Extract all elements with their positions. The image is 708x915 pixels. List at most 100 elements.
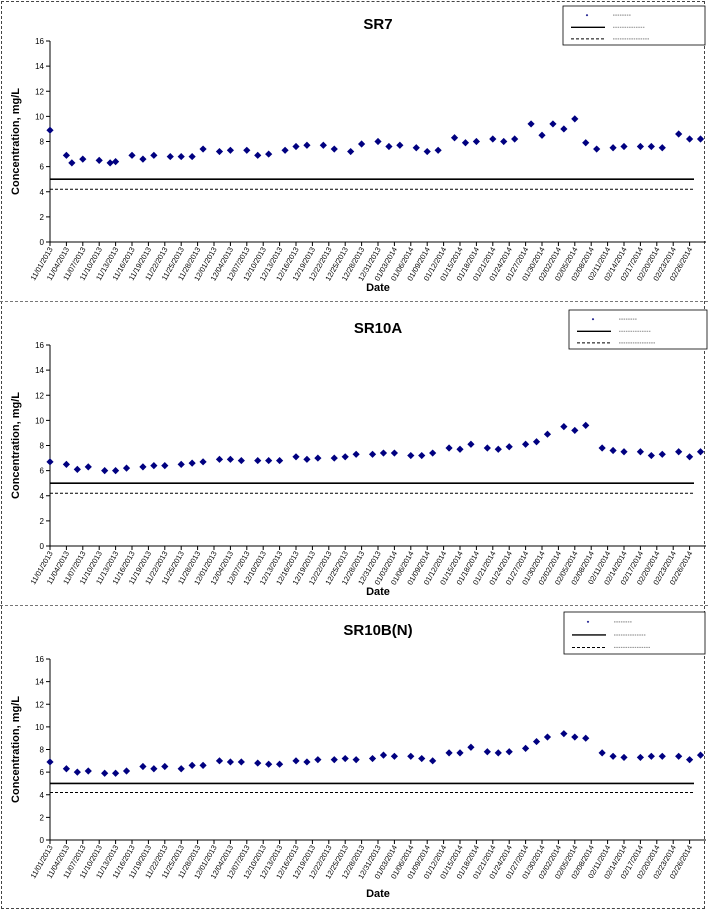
data-point bbox=[112, 769, 120, 777]
data-point bbox=[647, 451, 655, 460]
data-point bbox=[226, 455, 234, 463]
data-point bbox=[560, 730, 568, 738]
data-point bbox=[122, 464, 131, 472]
data-point bbox=[199, 761, 207, 769]
data-point bbox=[188, 761, 196, 769]
y-axis-label: Concentration, mg/L bbox=[10, 696, 22, 803]
data-point bbox=[560, 423, 568, 431]
data-point bbox=[598, 749, 606, 757]
data-point bbox=[675, 130, 683, 138]
y-tick-label: 12 bbox=[35, 87, 44, 96]
y-tick-label: 10 bbox=[35, 112, 44, 121]
legend-marker-symbol bbox=[591, 317, 595, 321]
data-point bbox=[276, 760, 284, 768]
panel-divider bbox=[0, 301, 708, 302]
data-point bbox=[150, 462, 158, 470]
y-tick-label: 6 bbox=[40, 467, 45, 476]
data-point bbox=[139, 463, 147, 471]
data-point bbox=[549, 120, 557, 128]
data-point bbox=[686, 453, 694, 461]
data-point bbox=[46, 758, 54, 766]
data-point bbox=[226, 758, 234, 766]
data-point bbox=[347, 147, 355, 156]
data-point bbox=[620, 142, 628, 151]
chart-title: SR7 bbox=[363, 16, 392, 33]
data-point bbox=[620, 448, 628, 456]
data-point bbox=[429, 449, 437, 457]
data-point bbox=[330, 454, 338, 462]
data-point bbox=[593, 145, 601, 153]
data-point bbox=[511, 135, 519, 143]
data-point bbox=[543, 733, 552, 741]
data-point bbox=[177, 765, 185, 773]
data-point bbox=[150, 765, 158, 773]
data-point bbox=[582, 734, 590, 742]
y-tick-label: 8 bbox=[40, 746, 45, 755]
y-tick-label: 8 bbox=[40, 442, 45, 451]
data-point bbox=[647, 142, 655, 151]
data-point bbox=[46, 458, 54, 466]
y-tick-label: 4 bbox=[40, 188, 45, 197]
legend-marker-symbol bbox=[586, 620, 590, 624]
y-tick-label: 2 bbox=[40, 213, 45, 222]
data-point bbox=[494, 445, 502, 453]
data-point bbox=[254, 759, 262, 767]
y-axis-label: Concentration, mg/L bbox=[10, 392, 22, 499]
chart-title: SR10A bbox=[354, 320, 403, 337]
data-point bbox=[265, 456, 273, 465]
data-point bbox=[177, 152, 185, 161]
data-point bbox=[215, 147, 224, 156]
y-tick-label: 0 bbox=[40, 238, 45, 247]
data-point bbox=[571, 115, 579, 123]
data-point bbox=[582, 421, 590, 429]
data-point bbox=[483, 444, 491, 452]
data-point bbox=[73, 465, 81, 473]
data-point bbox=[620, 753, 628, 762]
data-point bbox=[79, 155, 87, 163]
data-point bbox=[467, 440, 475, 448]
data-point bbox=[62, 460, 70, 468]
data-point bbox=[636, 753, 644, 762]
data-point bbox=[675, 448, 683, 456]
data-point bbox=[276, 456, 284, 465]
data-point bbox=[112, 158, 120, 166]
data-point bbox=[199, 458, 207, 466]
data-point bbox=[319, 141, 327, 149]
data-point bbox=[434, 146, 442, 154]
data-point bbox=[696, 751, 705, 759]
y-tick-label: 8 bbox=[40, 138, 45, 147]
data-point bbox=[101, 467, 109, 475]
data-point bbox=[385, 142, 393, 151]
data-point bbox=[658, 450, 666, 458]
chart-panel-sr10b: SR10B(N) Concentration, mg/L Date 0 2 4 6 8 10 12… bbox=[0, 606, 708, 910]
chart-panel-sr10a: SR10A Concentration, mg/L Date 0 2 4 6 8 10 12 14 1… bbox=[0, 302, 708, 605]
data-point bbox=[505, 443, 513, 451]
data-point bbox=[368, 754, 377, 763]
x-axis-label: Date bbox=[366, 586, 390, 598]
data-point bbox=[696, 135, 705, 143]
data-point bbox=[303, 455, 311, 463]
data-point bbox=[112, 467, 120, 475]
data-point bbox=[543, 430, 552, 438]
y-tick-label: 6 bbox=[40, 768, 45, 777]
data-point bbox=[445, 444, 453, 452]
data-point bbox=[418, 754, 426, 763]
data-point bbox=[106, 159, 114, 167]
data-point bbox=[636, 448, 644, 456]
data-point bbox=[467, 743, 475, 751]
data-point bbox=[341, 453, 349, 461]
data-point bbox=[368, 450, 377, 458]
data-point bbox=[374, 137, 382, 146]
data-point bbox=[68, 159, 76, 167]
y-tick-label: 0 bbox=[40, 836, 45, 845]
y-tick-label: 12 bbox=[35, 391, 44, 400]
data-point bbox=[215, 455, 224, 463]
data-point bbox=[254, 151, 262, 159]
data-point bbox=[166, 152, 174, 161]
data-point bbox=[128, 151, 136, 159]
data-point bbox=[150, 151, 158, 159]
data-point bbox=[571, 733, 579, 741]
y-tick-label: 16 bbox=[35, 341, 44, 350]
chart-title: SR10B(N) bbox=[343, 622, 412, 639]
